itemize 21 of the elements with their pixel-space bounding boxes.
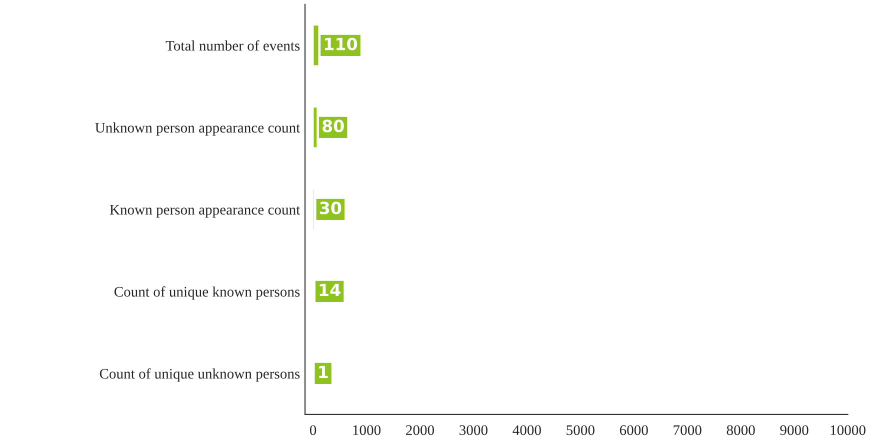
x-tick-label: 9000: [780, 425, 808, 436]
x-tick-label: 1000: [353, 425, 381, 436]
y-tick-label: Total number of events: [166, 40, 300, 51]
x-tick-label: 6000: [620, 425, 648, 436]
x-tick-label: 4000: [512, 425, 541, 436]
x-tick-label: 2000: [406, 425, 434, 436]
y-tick-label: Count of unique unknown persons: [100, 368, 300, 382]
x-tick-label: 3000: [460, 425, 488, 436]
x-tick-label: 10000: [830, 425, 866, 436]
x-tick-label: 0: [310, 425, 316, 436]
x-tick-label: 5000: [566, 425, 594, 436]
x-tick-label: 8000: [726, 425, 755, 436]
data-label: 110: [324, 38, 358, 50]
data-label: 80: [322, 120, 344, 132]
y-tick-label: Known person appearance count: [110, 204, 300, 218]
y-tick-label: Unknown person appearance count: [95, 122, 300, 136]
y-tick-label: Count of unique known persons: [114, 286, 300, 300]
data-label: 1: [319, 366, 328, 378]
data-label: 14: [320, 284, 340, 296]
data-label: 30: [320, 202, 342, 214]
x-tick-label: 7000: [674, 425, 702, 436]
